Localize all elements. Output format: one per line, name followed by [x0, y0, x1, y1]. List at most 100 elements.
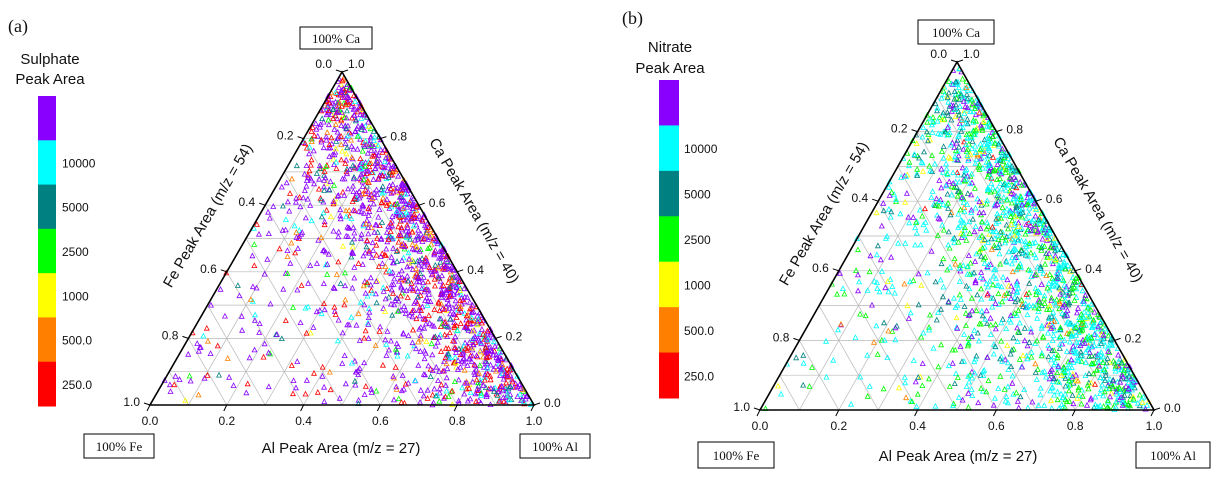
data-point: [955, 394, 962, 400]
data-point: [998, 198, 1005, 204]
data-point: [346, 212, 353, 219]
data-point: [312, 120, 319, 126]
data-point: [1018, 200, 1025, 206]
data-point: [1038, 352, 1045, 359]
data-point: [435, 264, 442, 271]
tick-label-right-b-4: 0.2: [1125, 331, 1142, 345]
data-point: [297, 203, 304, 210]
data-point: [903, 190, 910, 196]
data-point: [411, 377, 418, 383]
tick-label-left-b-4: 0.8: [773, 330, 790, 344]
data-point: [398, 224, 405, 231]
data-point: [1047, 387, 1054, 394]
data-point: [965, 140, 972, 147]
colorbar-swatch-b-2: [659, 170, 679, 217]
data-point: [1119, 401, 1126, 408]
data-point: [1013, 389, 1020, 396]
data-point: [448, 264, 455, 270]
data-point: [360, 139, 367, 145]
data-point: [955, 143, 962, 150]
data-point: [1051, 375, 1058, 382]
data-point: [373, 186, 380, 193]
data-point: [997, 355, 1004, 362]
data-point: [979, 124, 986, 131]
data-point: [467, 389, 474, 395]
data-point: [490, 365, 497, 372]
data-point: [313, 260, 320, 266]
data-point: [941, 91, 948, 98]
data-point: [379, 250, 386, 256]
data-point: [1119, 399, 1126, 405]
corner-box-right-a: 100% Al: [519, 433, 591, 459]
data-point: [1051, 240, 1058, 246]
data-point: [1060, 250, 1067, 257]
data-point: [421, 257, 428, 264]
data-point: [466, 305, 473, 312]
data-point: [976, 234, 983, 240]
tick-left-b-5: [753, 407, 761, 411]
data-point: [945, 298, 952, 304]
grid-al-1: [188, 105, 362, 406]
data-point: [887, 276, 894, 282]
data-point: [389, 222, 396, 229]
data-point: [953, 314, 960, 321]
data-point: [328, 140, 335, 147]
data-point: [480, 353, 487, 360]
data-point: [308, 156, 315, 163]
data-point: [867, 252, 874, 259]
data-point: [918, 333, 925, 340]
data-point: [1028, 353, 1035, 360]
data-point: [387, 172, 394, 178]
data-point: [353, 116, 360, 123]
data-point: [468, 314, 475, 321]
data-point: [1125, 387, 1132, 394]
data-point: [414, 232, 421, 239]
data-point: [345, 224, 352, 231]
tick-right-b-0: [956, 59, 964, 63]
data-point: [1130, 393, 1137, 400]
data-point: [247, 296, 254, 302]
data-point: [991, 235, 998, 241]
data-point: [372, 290, 379, 297]
data-point: [793, 354, 800, 361]
data-point: [507, 383, 514, 390]
data-point: [317, 165, 324, 171]
corner-label-top-b: 100% Ca: [932, 25, 980, 40]
ternary-frame-a: [143, 69, 541, 412]
data-point: [296, 232, 303, 239]
data-point: [482, 344, 489, 350]
tick-label-right-a-2: 0.6: [429, 196, 446, 210]
data-point: [344, 107, 350, 114]
data-point: [380, 194, 386, 201]
data-point: [1082, 359, 1089, 366]
colorbar-swatch-a-5: [38, 317, 56, 363]
data-point: [349, 182, 356, 189]
data-point: [478, 326, 485, 332]
data-point: [950, 235, 957, 242]
data-point: [357, 111, 364, 118]
data-point: [367, 274, 374, 281]
data-point: [1110, 357, 1117, 364]
data-point: [995, 190, 1002, 197]
data-point: [451, 311, 458, 318]
data-point: [1015, 404, 1022, 411]
data-point: [1107, 336, 1114, 343]
data-point: [432, 333, 439, 340]
data-point: [979, 387, 986, 394]
data-point: [978, 385, 985, 391]
data-point: [1005, 282, 1012, 289]
data-point: [983, 159, 990, 165]
data-point: [1115, 351, 1122, 358]
data-point: [226, 374, 233, 380]
data-point: [338, 133, 345, 139]
data-point: [963, 84, 970, 90]
data-point: [1008, 346, 1015, 353]
data-point: [961, 219, 968, 226]
colorbar-swatch-b-3: [659, 216, 679, 263]
data-point: [395, 395, 402, 402]
data-point: [929, 168, 936, 174]
data-point: [895, 239, 902, 246]
data-point: [462, 345, 469, 352]
data-point: [1064, 312, 1071, 318]
data-point: [377, 253, 384, 259]
